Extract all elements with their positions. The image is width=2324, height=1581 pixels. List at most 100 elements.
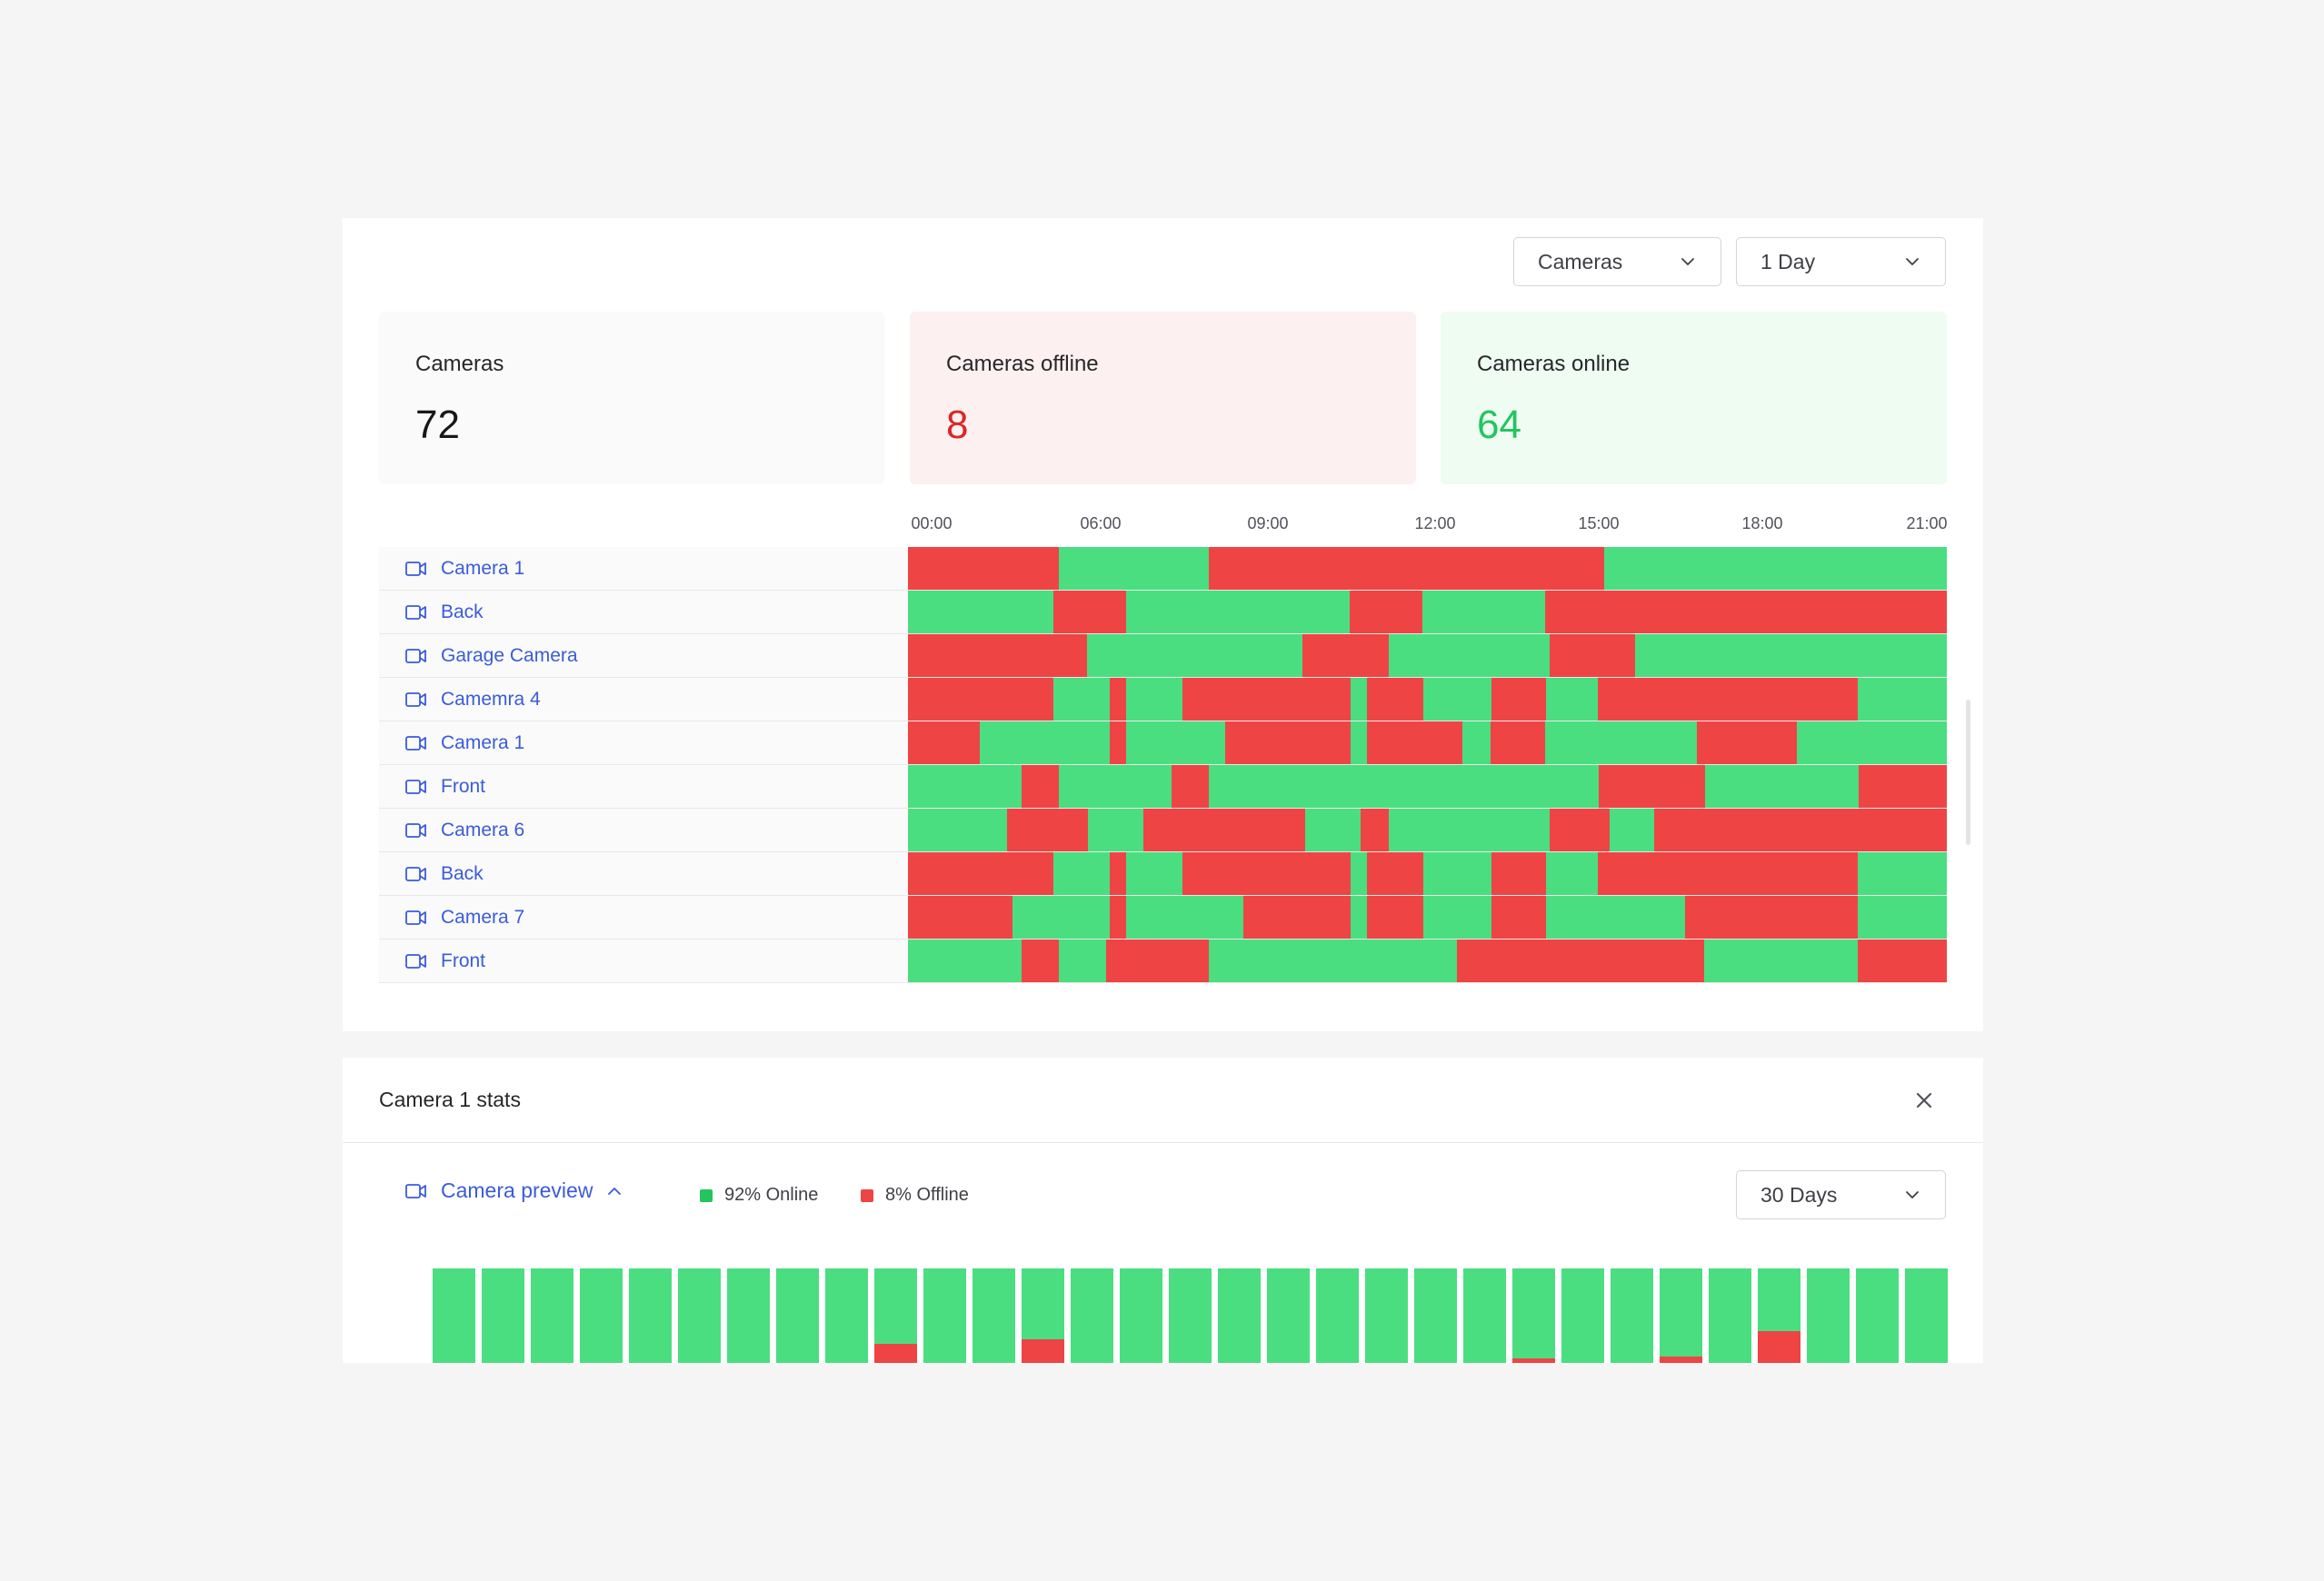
day-uptime-bar[interactable] (776, 1268, 819, 1363)
day-uptime-bar[interactable] (972, 1268, 1015, 1363)
day-uptime-bar[interactable] (1316, 1268, 1359, 1363)
offline-segment[interactable] (1857, 940, 1947, 982)
day-uptime-bar[interactable] (1856, 1268, 1899, 1363)
day-uptime-bar[interactable] (482, 1268, 524, 1363)
online-segment[interactable] (1086, 634, 1303, 677)
online-segment[interactable] (908, 940, 1022, 982)
online-segment[interactable] (1058, 547, 1210, 590)
online-segment[interactable] (1422, 852, 1492, 895)
online-segment[interactable] (1053, 852, 1110, 895)
offline-segment[interactable] (1109, 852, 1127, 895)
offline-segment[interactable] (908, 634, 1087, 677)
stats-range-select[interactable]: 30 Days (1736, 1170, 1946, 1219)
online-segment[interactable] (1126, 852, 1182, 895)
online-segment[interactable] (1058, 940, 1107, 982)
day-uptime-bar[interactable] (1218, 1268, 1261, 1363)
offline-segment[interactable] (1684, 896, 1858, 939)
online-segment[interactable] (1087, 809, 1144, 851)
online-segment[interactable] (1545, 678, 1598, 721)
offline-segment[interactable] (908, 852, 1054, 895)
offline-segment[interactable] (1491, 896, 1546, 939)
offline-segment[interactable] (1109, 721, 1127, 764)
online-segment[interactable] (1350, 896, 1368, 939)
offline-segment[interactable] (1367, 678, 1423, 721)
day-uptime-bar[interactable] (1807, 1268, 1850, 1363)
online-segment[interactable] (1545, 852, 1598, 895)
offline-segment[interactable] (1349, 591, 1422, 633)
day-uptime-bar[interactable] (825, 1268, 868, 1363)
online-segment[interactable] (1704, 765, 1859, 808)
day-uptime-bar[interactable] (1709, 1268, 1751, 1363)
online-segment[interactable] (1609, 809, 1654, 851)
offline-segment[interactable] (1544, 591, 1948, 633)
camera-link[interactable]: Camera 1 (379, 547, 908, 590)
online-segment[interactable] (1635, 634, 1948, 677)
camera-link[interactable]: Camemra 4 (379, 678, 908, 721)
offline-segment[interactable] (908, 678, 1054, 721)
day-uptime-bar[interactable] (1414, 1268, 1457, 1363)
day-uptime-bar[interactable] (580, 1268, 623, 1363)
online-segment[interactable] (1304, 809, 1361, 851)
offline-segment[interactable] (1109, 896, 1127, 939)
day-uptime-bar[interactable] (531, 1268, 574, 1363)
offline-segment[interactable] (1653, 809, 1948, 851)
offline-segment[interactable] (1021, 765, 1059, 808)
offline-segment[interactable] (1597, 852, 1858, 895)
online-segment[interactable] (1703, 940, 1858, 982)
offline-segment[interactable] (1006, 809, 1088, 851)
camera-link[interactable]: Garage Camera (379, 634, 908, 677)
offline-segment[interactable] (1456, 940, 1704, 982)
offline-segment[interactable] (1243, 896, 1351, 939)
offline-segment[interactable] (1696, 721, 1798, 764)
online-segment[interactable] (1053, 678, 1110, 721)
online-segment[interactable] (1209, 765, 1600, 808)
offline-segment[interactable] (1106, 940, 1210, 982)
online-segment[interactable] (908, 591, 1054, 633)
online-segment[interactable] (1126, 721, 1225, 764)
day-uptime-bar[interactable] (1905, 1268, 1948, 1363)
day-uptime-bar[interactable] (1512, 1268, 1555, 1363)
offline-segment[interactable] (1182, 678, 1351, 721)
camera-type-select[interactable]: Cameras (1513, 237, 1721, 286)
day-uptime-bar[interactable] (1071, 1268, 1113, 1363)
online-segment[interactable] (1058, 765, 1172, 808)
offline-segment[interactable] (1550, 809, 1610, 851)
day-uptime-bar[interactable] (923, 1268, 966, 1363)
online-segment[interactable] (1350, 852, 1368, 895)
close-icon[interactable] (1910, 1087, 1938, 1114)
day-uptime-bar[interactable] (1120, 1268, 1162, 1363)
offline-segment[interactable] (1021, 940, 1059, 982)
online-segment[interactable] (1126, 591, 1350, 633)
online-segment[interactable] (1857, 896, 1947, 939)
online-segment[interactable] (1422, 678, 1492, 721)
offline-segment[interactable] (1491, 852, 1546, 895)
offline-segment[interactable] (1143, 809, 1305, 851)
online-segment[interactable] (1209, 940, 1457, 982)
offline-segment[interactable] (1599, 765, 1705, 808)
camera-preview-toggle[interactable]: Camera preview (404, 1178, 623, 1203)
day-uptime-bar[interactable] (727, 1268, 770, 1363)
offline-segment[interactable] (1367, 896, 1423, 939)
offline-segment[interactable] (1597, 678, 1858, 721)
offline-segment[interactable] (1302, 634, 1390, 677)
offline-segment[interactable] (1209, 547, 1604, 590)
online-segment[interactable] (1126, 896, 1244, 939)
online-segment[interactable] (1350, 678, 1368, 721)
online-segment[interactable] (1421, 591, 1545, 633)
camera-link[interactable]: Front (379, 765, 908, 808)
online-segment[interactable] (1603, 547, 1947, 590)
offline-segment[interactable] (908, 721, 980, 764)
offline-segment[interactable] (1361, 809, 1390, 851)
camera-link[interactable]: Camera 7 (379, 896, 908, 939)
camera-link[interactable]: Front (379, 940, 908, 982)
offline-segment[interactable] (1491, 678, 1546, 721)
day-uptime-bar[interactable] (1758, 1268, 1800, 1363)
offline-segment[interactable] (1109, 678, 1127, 721)
online-segment[interactable] (1126, 678, 1182, 721)
offline-segment[interactable] (1224, 721, 1351, 764)
online-segment[interactable] (908, 809, 1007, 851)
online-segment[interactable] (1545, 896, 1685, 939)
offline-segment[interactable] (1182, 852, 1351, 895)
time-range-select[interactable]: 1 Day (1736, 237, 1946, 286)
online-segment[interactable] (1350, 721, 1368, 764)
